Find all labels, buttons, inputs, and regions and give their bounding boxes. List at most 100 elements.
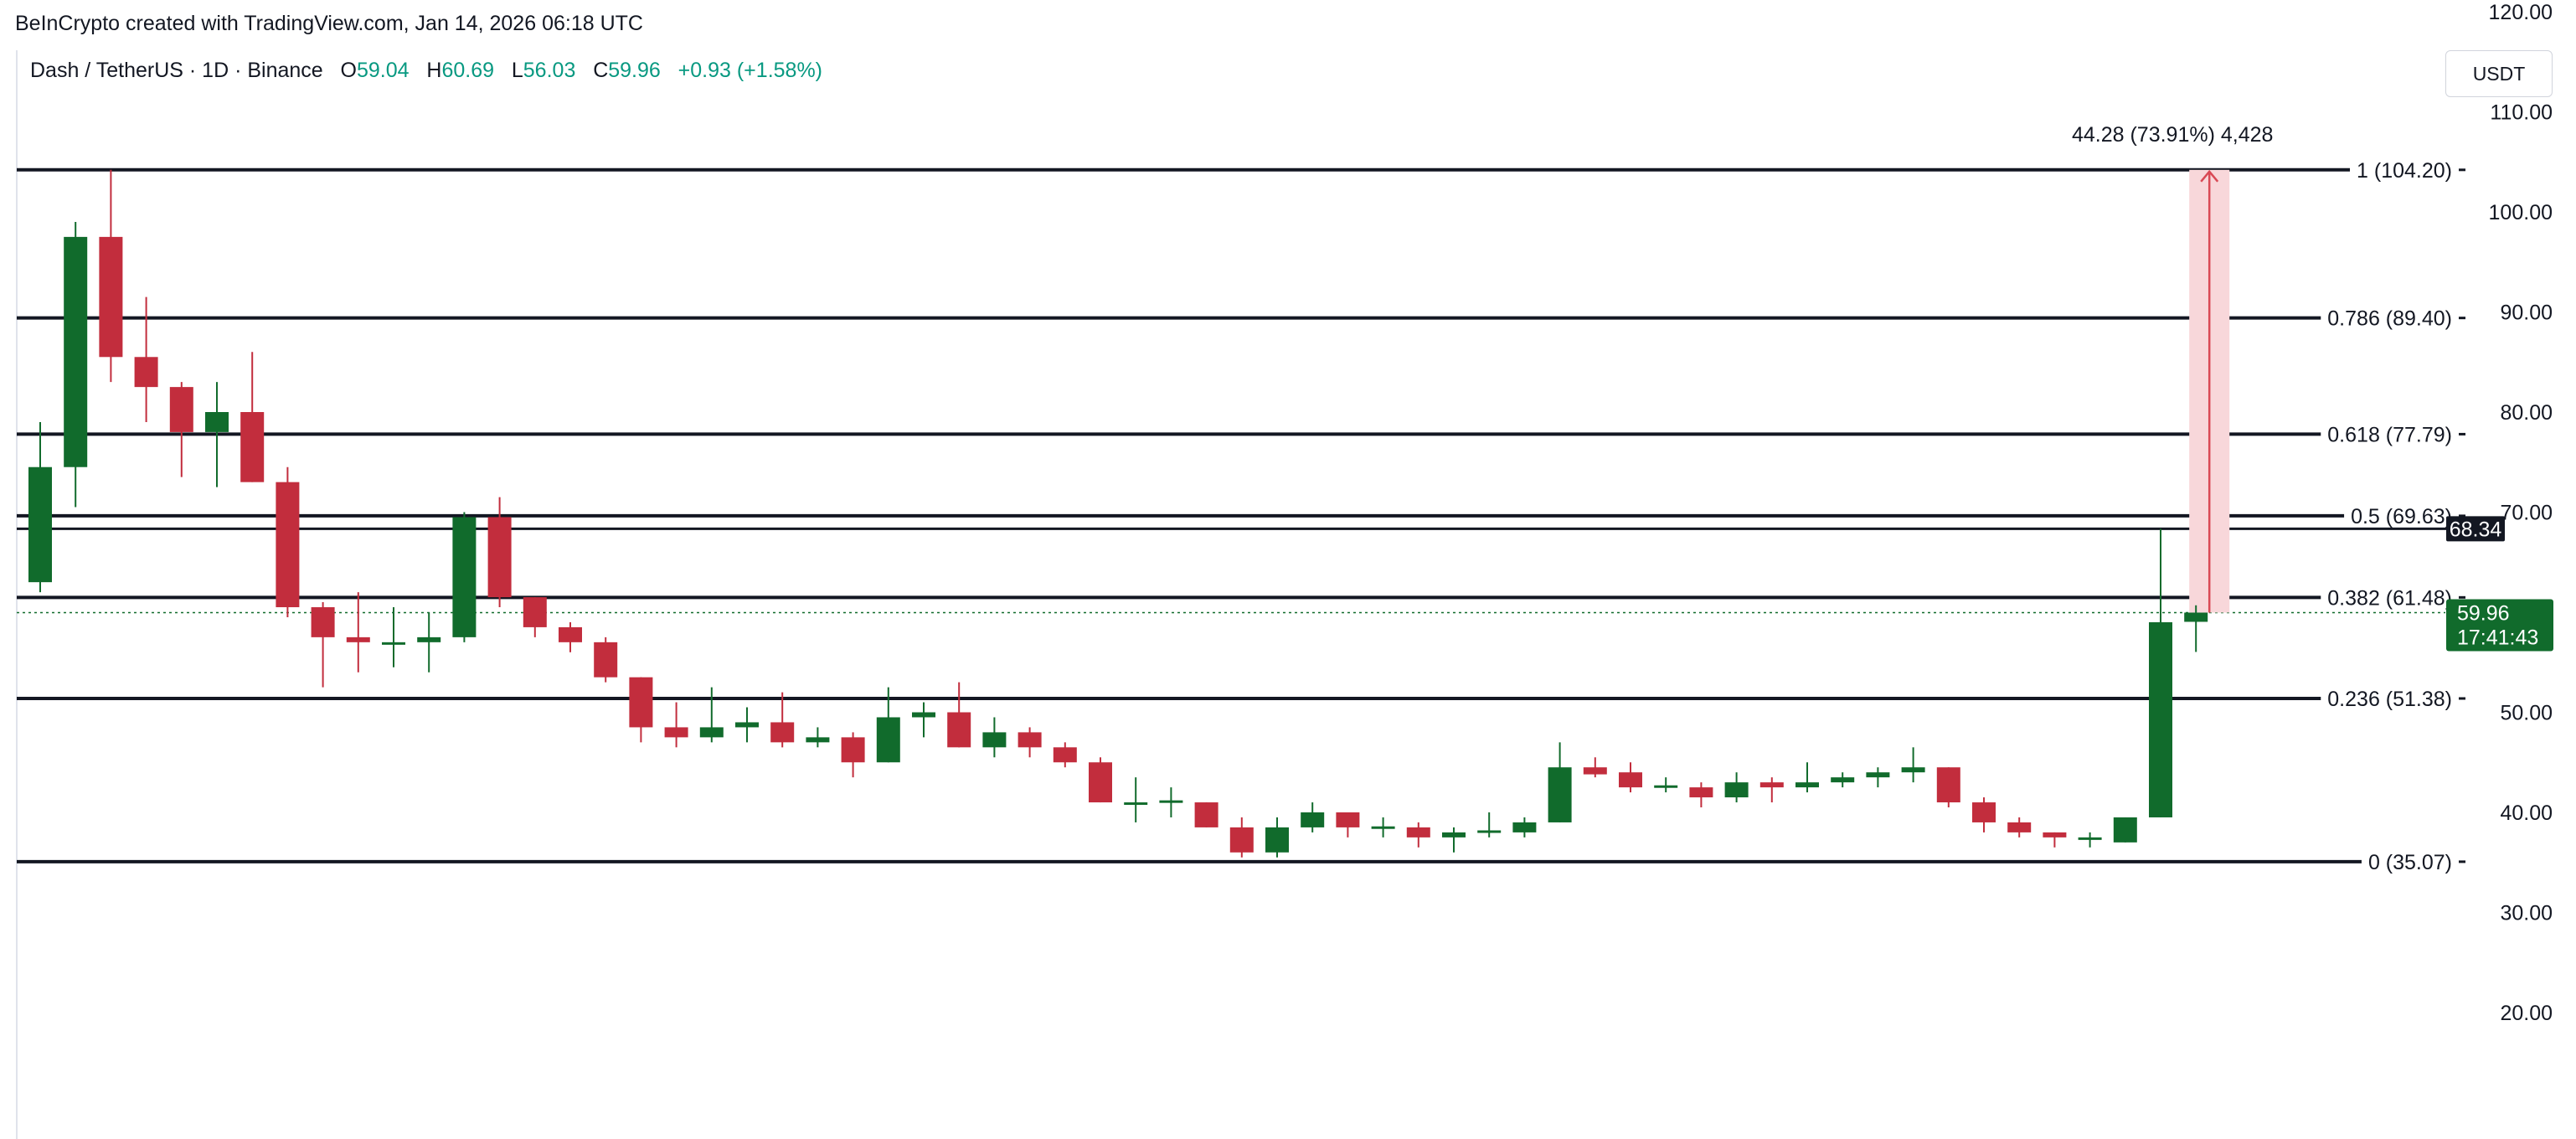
candle-body-down [487, 517, 512, 598]
open-label: O [340, 59, 357, 82]
candle-body-up [876, 717, 900, 763]
candle-body-up [1512, 822, 1537, 832]
candle-body-down [1936, 767, 1960, 803]
fib-label-background [2344, 502, 2459, 530]
y-axis-tick-label: 110.00 [2490, 101, 2553, 125]
price-axis[interactable]: 20.0030.0040.0050.0060.0070.0080.0090.00… [2446, 1, 2553, 1025]
fib-level-label: 0.236 (51.38) [2327, 688, 2452, 711]
fib-label-background [2361, 848, 2459, 876]
open-value: 59.04 [357, 59, 410, 82]
candle-body-up [735, 722, 759, 728]
fib-retracement[interactable]: 1 (104.20) 0.786 (89.40) 0.618 (77.79) 0.5 … [17, 157, 2465, 876]
low-value: 56.03 [523, 59, 576, 82]
candle-body-up [806, 737, 830, 743]
candle-body-down [1759, 782, 1784, 788]
symbol-name: Dash / TetherUS · 1D · Binance [30, 59, 323, 82]
candle-body-up [1159, 800, 1183, 803]
candle-body-down [1229, 827, 1254, 853]
fib-level-label: 0 (35.07) [2368, 851, 2452, 874]
candle-body-up [1654, 785, 1678, 788]
candle-body-up [205, 412, 229, 432]
candle-body-up [2113, 817, 2137, 843]
candle-body-down [99, 236, 123, 358]
price-range-measure[interactable] [2189, 169, 2230, 613]
currency-button[interactable]: USDT [2445, 50, 2553, 97]
candle-body-down [1336, 812, 1360, 827]
candle-body-down [594, 642, 618, 678]
fib-level-label: 0.786 (89.40) [2327, 307, 2452, 331]
candle-body-down [2043, 832, 2067, 838]
fib-label-background [2321, 305, 2459, 332]
fib-label-background [2321, 686, 2459, 714]
candle-body-up [699, 727, 724, 738]
candle-body-up [1442, 832, 1466, 838]
candle-body-down [629, 677, 653, 728]
y-axis-tick-label: 30.00 [2500, 902, 2553, 925]
fib-label-background [2350, 157, 2459, 184]
candle-body-down [1089, 762, 1112, 803]
close-label: C [593, 59, 609, 82]
candle-body-down [1194, 802, 1218, 827]
candle-body-up [1795, 782, 1819, 788]
candle-body-up [912, 712, 935, 718]
candle-body-up [64, 236, 88, 467]
fib-level-label: 0.618 (77.79) [2327, 423, 2452, 446]
candle-body-down [1018, 732, 1042, 748]
attribution-text: BeInCrypto created with TradingView.com,… [15, 12, 643, 35]
candle-body-up [28, 466, 52, 583]
high-value: 60.69 [441, 59, 495, 82]
measure-label: 44.28 (73.91%) 4,428 [2072, 123, 2273, 147]
candle-body-down [523, 597, 547, 627]
candle-body-down [1619, 772, 1642, 788]
candle-body-up [417, 636, 441, 642]
y-axis-tick-label: 120.00 [2489, 1, 2553, 24]
high-label: H [426, 59, 442, 82]
fib-level-label: 0.382 (61.48) [2327, 586, 2452, 610]
candle-body-up [1477, 830, 1502, 833]
close-value: 59.96 [608, 59, 661, 82]
candle-body-up [1371, 826, 1395, 829]
fib-level-label: 1 (104.20) [2357, 159, 2452, 183]
last-price-label: 59.96 [2457, 601, 2510, 625]
candle-body-down [276, 482, 300, 608]
last-price-box[interactable] [2446, 599, 2553, 652]
candle-body-up [1548, 767, 1572, 822]
candle-body-down [1972, 802, 1996, 822]
candle-body-down [311, 607, 335, 637]
candle-body-up [2149, 621, 2172, 817]
candle-body-down [2007, 822, 2032, 832]
candle-body-down [841, 737, 865, 763]
candle-body-down [1689, 787, 1713, 798]
candle-body-down [1406, 827, 1430, 838]
candle-body-up [2078, 837, 2102, 840]
symbol-legend: Dash / TetherUS · 1D · Binance O59.04 H6… [30, 59, 822, 83]
candle-body-up [1866, 772, 1890, 778]
y-axis-tick-label: 100.00 [2489, 201, 2553, 224]
candle-body-up [2184, 612, 2208, 622]
candle-body-down [1583, 767, 1607, 775]
candle-body-down [240, 412, 265, 482]
y-axis-tick-label: 20.00 [2500, 1002, 2553, 1025]
candle-body-up [1901, 767, 1925, 773]
bar-countdown-label: 17:41:43 [2457, 626, 2538, 649]
candle-body-down [346, 636, 370, 642]
candle-body-up [1265, 827, 1289, 853]
candle-body-down [664, 727, 688, 738]
fib-label-background [2321, 421, 2459, 449]
y-axis-tick-label: 90.00 [2500, 302, 2553, 325]
candle-body-down [134, 357, 158, 388]
candle-body-down [1053, 747, 1077, 763]
candle-body-down [169, 387, 193, 432]
candle-body-up [982, 732, 1007, 748]
candle-body-up [1831, 777, 1855, 783]
price-marker-box[interactable] [2446, 516, 2505, 542]
candle-body-down [947, 712, 971, 748]
candle-body-up [452, 517, 477, 637]
candle-body-up [1724, 782, 1749, 798]
candle-body-down [770, 722, 795, 743]
y-axis-tick-label: 50.00 [2500, 702, 2553, 725]
measure-arrow-head [2200, 169, 2219, 183]
fib-label-background [2321, 585, 2459, 612]
candle-body-up [382, 642, 405, 645]
